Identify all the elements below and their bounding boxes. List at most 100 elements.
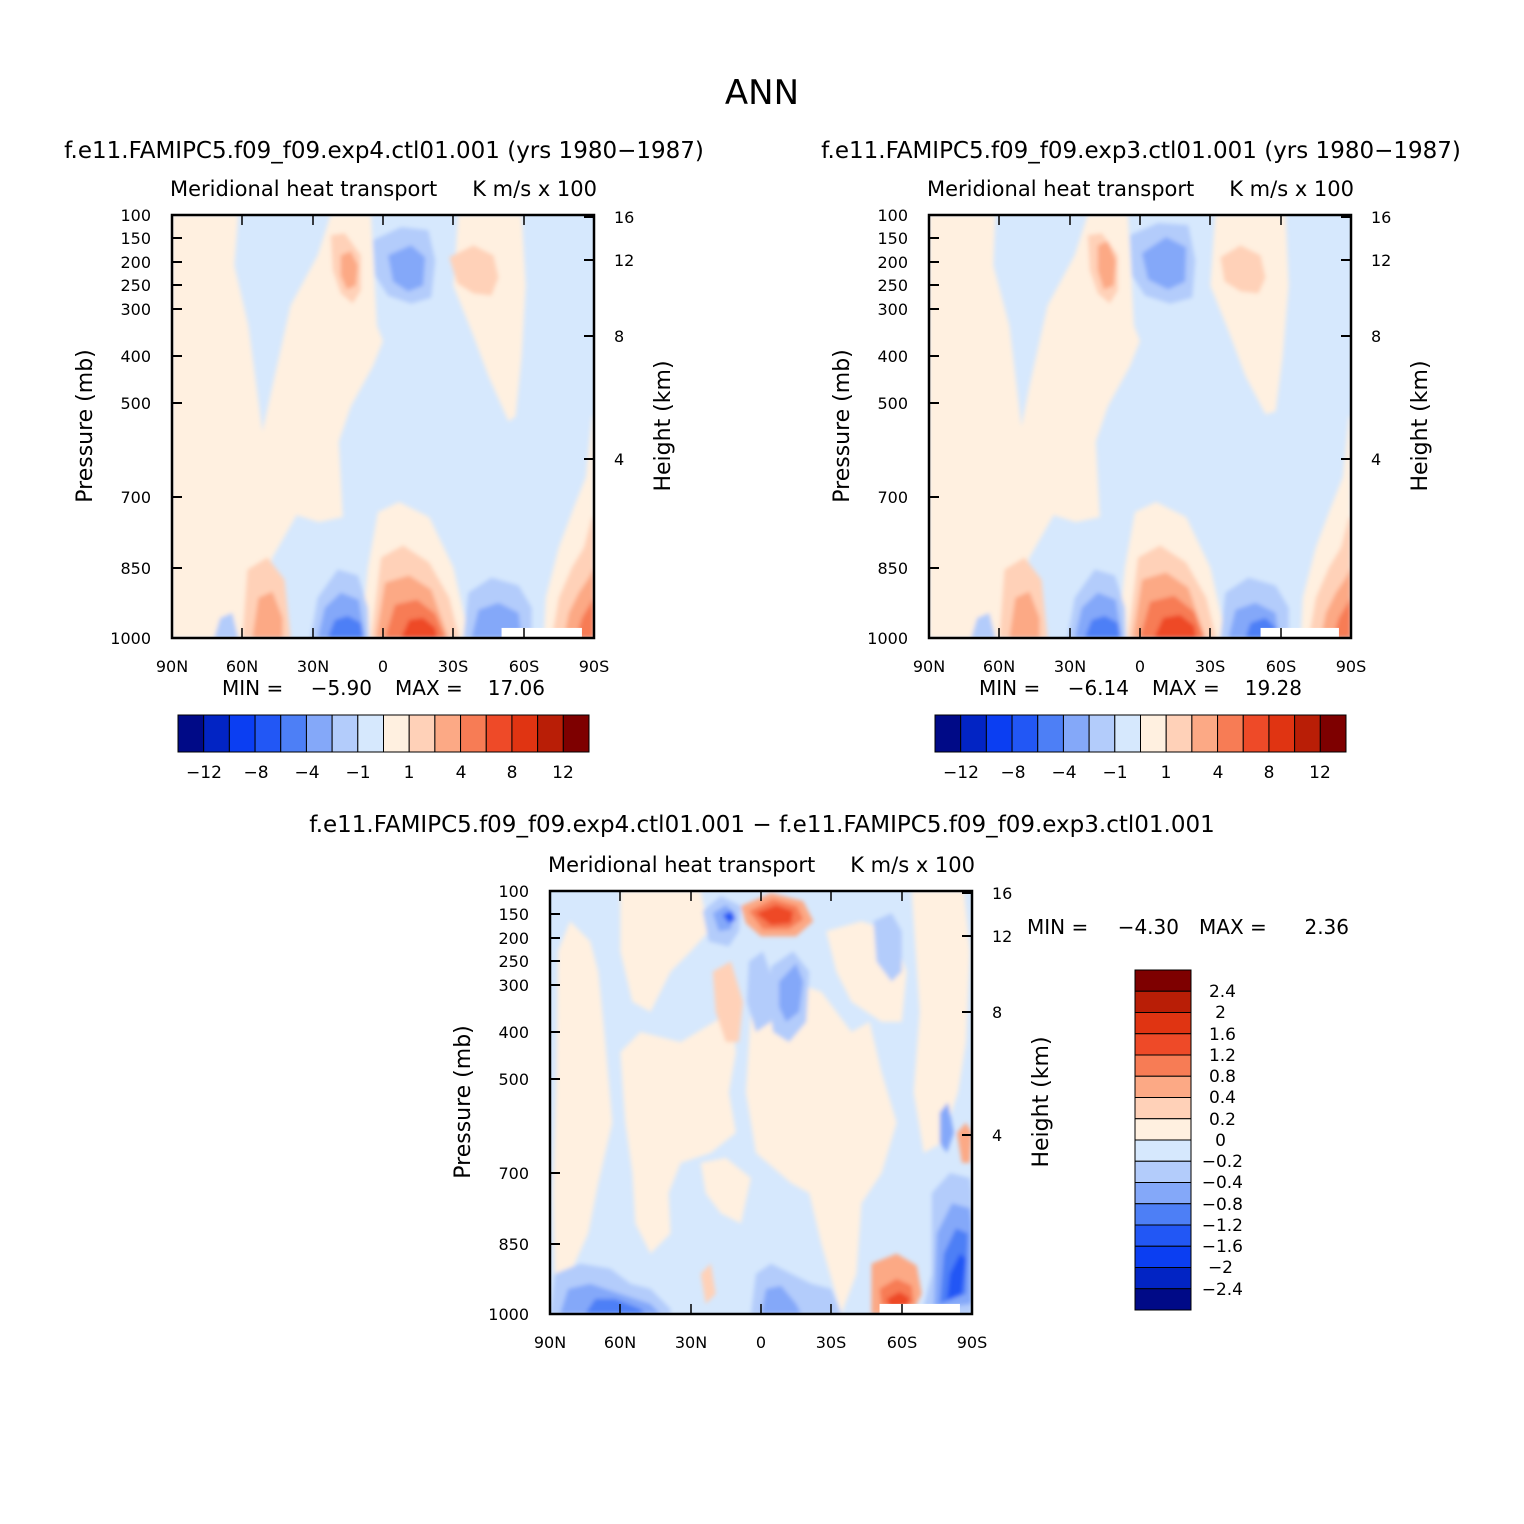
height-tick-label: 12 bbox=[1371, 251, 1391, 270]
colorbar-cell bbox=[1134, 1139, 1192, 1162]
height-tick-label: 16 bbox=[1371, 208, 1391, 227]
y-tick-label: 850 bbox=[120, 559, 151, 578]
colorbar-cell bbox=[1134, 1054, 1192, 1077]
y-axis-label: Pressure (mb) bbox=[830, 349, 855, 503]
x-tick-label: 90S bbox=[579, 657, 610, 676]
min-value: −6.14 bbox=[1068, 676, 1129, 700]
min-value: −5.90 bbox=[311, 676, 372, 700]
x-tick-label: 30N bbox=[297, 657, 329, 676]
colorbar-label: −4 bbox=[1051, 763, 1076, 783]
colorbar-cell bbox=[1088, 714, 1116, 753]
x-tick-label: 90S bbox=[957, 1333, 988, 1352]
min-value: −4.30 bbox=[1118, 915, 1179, 939]
x-tick-label: 0 bbox=[756, 1333, 766, 1352]
colorbar-cell bbox=[1217, 714, 1244, 753]
right-string: K m/s x 100 bbox=[850, 853, 975, 877]
panel-title: f.e11.FAMIPC5.f09_f09.exp4.ctl01.001 − f… bbox=[309, 812, 1214, 838]
colorbar-label: 4 bbox=[1213, 763, 1224, 783]
x-tick-label: 90N bbox=[156, 657, 188, 676]
max-label: MAX = bbox=[395, 676, 463, 700]
colorbar-label: −12 bbox=[943, 763, 979, 783]
panel-title: f.e11.FAMIPC5.f09_f09.exp3.ctl01.001 (yr… bbox=[821, 138, 1461, 164]
colorbar-cell bbox=[960, 714, 987, 753]
colorbar bbox=[934, 714, 1347, 753]
colorbar-label: −1.6 bbox=[1202, 1237, 1243, 1257]
y-tick-label: 500 bbox=[877, 394, 908, 413]
x-tick-label: 30S bbox=[816, 1333, 847, 1352]
x-tick-label: 30N bbox=[1054, 657, 1086, 676]
height-tick-label: 4 bbox=[614, 450, 624, 469]
y-tick-label: 300 bbox=[877, 300, 908, 319]
y-tick-label: 250 bbox=[498, 952, 529, 971]
x-tick-label: 60S bbox=[887, 1333, 918, 1352]
colorbar-cell bbox=[228, 714, 256, 753]
y-tick-label: 150 bbox=[877, 229, 908, 248]
colorbar-label: −1 bbox=[1102, 763, 1127, 783]
colorbar-label: 1 bbox=[404, 763, 415, 783]
y-tick-label: 250 bbox=[877, 276, 908, 295]
y-tick-label: 200 bbox=[498, 929, 529, 948]
y-ticks bbox=[172, 214, 594, 569]
colorbar-label: −0.4 bbox=[1202, 1173, 1243, 1193]
colorbar-label: 1 bbox=[1161, 763, 1172, 783]
colorbar-label: 12 bbox=[552, 763, 574, 783]
left-string: Meridional heat transport bbox=[170, 177, 437, 201]
min-label: MIN = bbox=[1027, 915, 1088, 939]
colorbar-cell bbox=[1062, 714, 1090, 753]
colorbar-cell bbox=[460, 714, 487, 753]
x-tick-label: 90S bbox=[1336, 657, 1367, 676]
colorbar-cell bbox=[1268, 714, 1296, 753]
y-axis-label: Pressure (mb) bbox=[73, 349, 98, 503]
y-tick-label: 100 bbox=[120, 206, 151, 225]
colorbar-cell bbox=[1294, 714, 1321, 753]
colorbar-cell bbox=[1114, 714, 1141, 753]
colorbar-label: 1.2 bbox=[1209, 1046, 1236, 1066]
colorbar-cell bbox=[1134, 1012, 1192, 1035]
x-tick-label: 60N bbox=[983, 657, 1015, 676]
colorbar-label: 8 bbox=[1264, 763, 1275, 783]
y-tick-label: 500 bbox=[120, 394, 151, 413]
colorbar-label: −4 bbox=[294, 763, 319, 783]
colorbar-cell bbox=[1191, 714, 1219, 753]
colorbar-cell bbox=[1037, 714, 1064, 753]
y-tick-label: 100 bbox=[877, 206, 908, 225]
max-value: 2.36 bbox=[1304, 915, 1349, 939]
panel-difference: f.e11.FAMIPC5.f09_f09.exp4.ctl01.001 − f… bbox=[309, 812, 1349, 1352]
colorbar-cell bbox=[177, 714, 205, 753]
y-tick-label: 400 bbox=[498, 1023, 529, 1042]
x-tick-label: 30S bbox=[1195, 657, 1226, 676]
colorbar-cell bbox=[408, 714, 436, 753]
x-ticks bbox=[549, 891, 903, 1314]
contour-field bbox=[929, 215, 1351, 638]
colorbar-label: 0 bbox=[1215, 1131, 1226, 1151]
colorbar-cell bbox=[1134, 1267, 1192, 1290]
height-tick-label: 4 bbox=[992, 1126, 1002, 1145]
colorbar-cell bbox=[203, 714, 230, 753]
height-tick-label: 8 bbox=[614, 327, 624, 346]
colorbar-cell bbox=[1134, 990, 1192, 1013]
colorbar-label: −2.4 bbox=[1202, 1280, 1243, 1300]
height-axis-label: Height (km) bbox=[1408, 360, 1433, 491]
left-string: Meridional heat transport bbox=[927, 177, 1194, 201]
colorbar-label: 2 bbox=[1215, 1003, 1226, 1023]
colorbar-cell bbox=[934, 714, 962, 753]
y-axis-label: Pressure (mb) bbox=[451, 1025, 476, 1179]
colorbar-label: −0.2 bbox=[1202, 1152, 1243, 1172]
colorbar-label: 2.4 bbox=[1209, 982, 1236, 1002]
contour-field bbox=[172, 215, 594, 638]
colorbar bbox=[1134, 969, 1192, 1311]
colorbar-cell bbox=[434, 714, 462, 753]
min-label: MIN = bbox=[979, 676, 1040, 700]
colorbar-cell bbox=[985, 714, 1013, 753]
left-string: Meridional heat transport bbox=[548, 853, 815, 877]
y-tick-label: 850 bbox=[877, 559, 908, 578]
x-tick-label: 30N bbox=[675, 1333, 707, 1352]
y-tick-label: 100 bbox=[498, 882, 529, 901]
x-tick-label: 0 bbox=[1135, 657, 1145, 676]
height-tick-label: 4 bbox=[1371, 450, 1381, 469]
y-tick-label: 300 bbox=[120, 300, 151, 319]
colorbar-cell bbox=[280, 714, 307, 753]
y-tick-label: 200 bbox=[120, 253, 151, 272]
colorbar-cell bbox=[1134, 1203, 1192, 1226]
